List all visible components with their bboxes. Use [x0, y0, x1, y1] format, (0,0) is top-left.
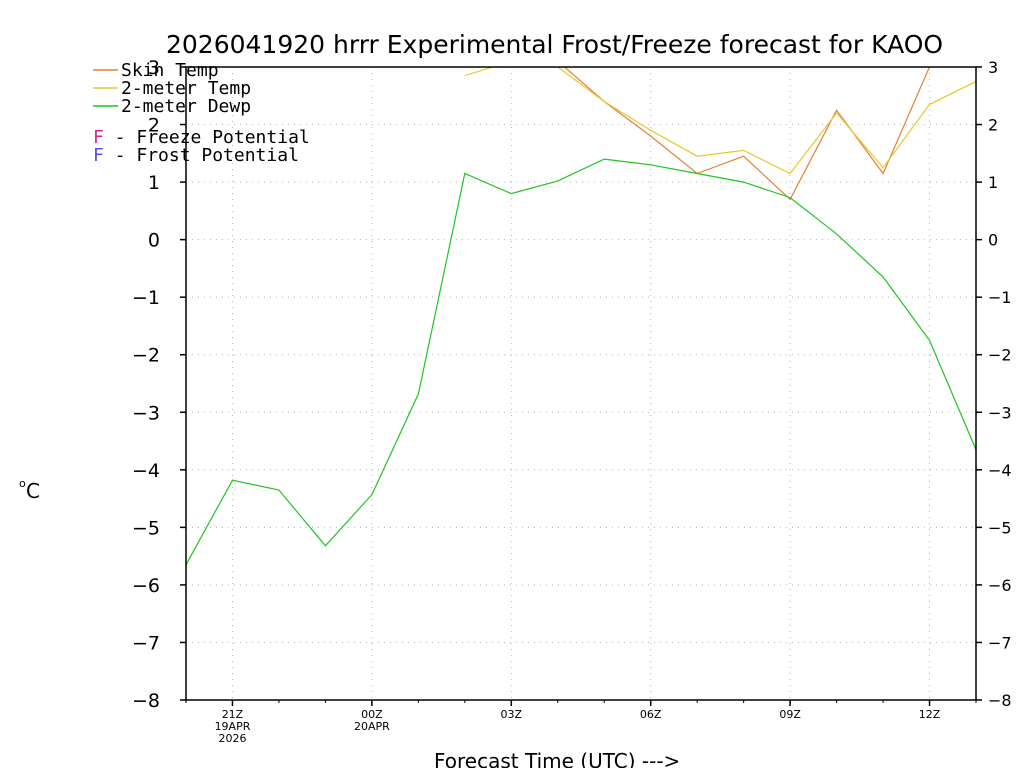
legend-label: Skin Temp: [121, 60, 219, 81]
x-tick-label: 20APR: [354, 720, 390, 733]
y-tick-label-right: −3: [988, 403, 1012, 422]
legend-label: F - Freeze Potential: [93, 127, 310, 148]
y-axis-unit: C: [26, 479, 40, 503]
y-tick-label: 2: [148, 115, 160, 137]
series-line-2-meter-dewp: [186, 158, 976, 566]
x-tick-label: 00Z: [361, 708, 383, 721]
series-line-skin-temp: [464, 67, 932, 201]
legend-label: F - Frost Potential: [93, 145, 299, 166]
y-axis-label: o C: [19, 477, 40, 503]
y-tick-label-right: 2: [988, 116, 998, 135]
y-tick-label-right: −2: [988, 346, 1012, 365]
x-axis-label: Forecast Time (UTC) --->: [434, 749, 680, 768]
x-tick-label: 09Z: [779, 708, 801, 721]
x-tick-label: 03Z: [501, 708, 523, 721]
chart-title: 2026041920 hrrr Experimental Frost/Freez…: [166, 30, 943, 59]
y-tick-label: −1: [132, 287, 160, 309]
y-tick-label: 0: [148, 230, 160, 252]
plot-frame: [185, 66, 977, 701]
degree-symbol: o: [19, 477, 26, 490]
x-tick-label: 21Z: [222, 708, 244, 721]
x-tick-label: 12Z: [919, 708, 941, 721]
y-tick-label: −5: [132, 517, 160, 539]
y-tick-label: 3: [148, 57, 160, 79]
series-lines: [186, 67, 976, 566]
y-tick-label: −7: [132, 632, 160, 654]
legend-label: 2-meter Temp: [121, 78, 251, 99]
y-tick-label-right: −1: [988, 288, 1012, 307]
legend-label: 2-meter Dewp: [121, 96, 251, 117]
y-tick-label: −4: [132, 460, 160, 482]
y-tick-label-right: 3: [988, 58, 998, 77]
x-tick-label: 2026: [218, 732, 246, 745]
series-line-2-meter-temp: [464, 67, 976, 175]
y-tick-label-right: −4: [988, 461, 1012, 480]
grid: [186, 66, 976, 701]
y-tick-label: 1: [148, 172, 160, 194]
y-tick-label-right: −7: [988, 633, 1012, 652]
x-tick-label: 19APR: [215, 720, 251, 733]
y-tick-label: −2: [132, 345, 160, 367]
y-tick-label: −8: [132, 690, 160, 712]
y-tick-label: −6: [132, 575, 160, 597]
y-tick-label-right: −8: [988, 691, 1012, 710]
legend-letter: F: [93, 145, 104, 166]
y-tick-label-right: 1: [988, 173, 998, 192]
y-tick-label: −3: [132, 402, 160, 424]
y-axis-left: 3 2 1 0 −1 −2 −3 −4 −5 −6 −7 −8: [132, 57, 186, 712]
x-tick-label: 06Z: [640, 708, 662, 721]
y-tick-label-right: −6: [988, 576, 1012, 595]
legend-letter: F: [93, 127, 104, 148]
y-tick-label-right: −5: [988, 518, 1012, 537]
y-axis-right: 3 2 1 0 −1 −2 −3 −4 −5 −6 −7 −8: [976, 58, 1012, 710]
y-tick-label-right: 0: [988, 231, 998, 250]
